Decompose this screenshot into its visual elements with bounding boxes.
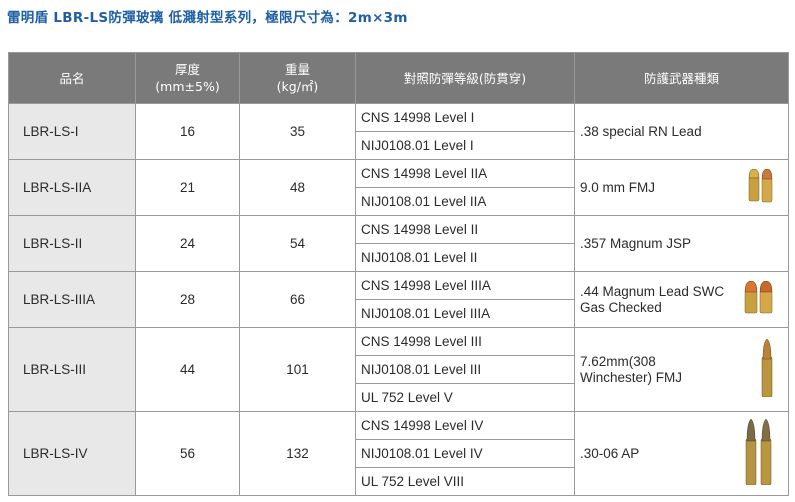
- table-row: LBR-LS-IIIA 28 66 CNS 14998 Level IIIA .44 M…: [8, 271, 789, 328]
- thickness-value: 24: [135, 215, 240, 272]
- table-row: UL 752 Level VIII: [9, 467, 789, 496]
- standard-level: UL 752 Level V: [355, 383, 575, 412]
- standard-level: NIJ0108.01 Level III: [355, 355, 575, 384]
- product-name: LBR-LS-IIA: [8, 159, 136, 216]
- product-name: LBR-LS-IV: [8, 411, 136, 496]
- rifle-cartridge-icon: [760, 338, 774, 401]
- weapon-label: .38 special RN Lead: [580, 123, 702, 139]
- standard-level: NIJ0108.01 Level IIIA: [355, 299, 575, 328]
- standard-level: UL 752 Level VIII: [355, 467, 575, 496]
- header-weight-unit: (kg/㎡): [276, 79, 319, 94]
- weight-value: 54: [239, 215, 356, 272]
- product-name: LBR-LS-I: [8, 103, 136, 160]
- table-row: NIJ0108.01 Level III: [9, 355, 789, 384]
- table-row: LBR-LS-IIA 21 48 CNS 14998 Level IIA 9.0 mm …: [8, 159, 789, 216]
- standard-level: NIJ0108.01 Level IIA: [355, 187, 575, 216]
- header-row: 品名 厚度 (mm±5%) 重量 (kg/㎡) 對照防彈等級(防貫穿) 防護武器…: [8, 52, 789, 104]
- header-thickness-label: 厚度: [174, 62, 200, 77]
- table-row: LBR-LS-I 16 35 CNS 14998 Level I .38 special…: [8, 103, 789, 160]
- table-row: LBR-LS-III 44 101 CNS 14998 Level III 7.62mm…: [8, 327, 789, 412]
- standard-level: CNS 14998 Level II: [355, 215, 575, 244]
- header-name: 品名: [8, 52, 136, 104]
- weapon-label: .44 Magnum Lead SWC Gas Checked: [580, 283, 725, 315]
- table-body: LBR-LS-I 16 35 CNS 14998 Level I .38 special…: [8, 103, 789, 496]
- weight-value: 132: [239, 411, 356, 496]
- thickness-value: 21: [135, 159, 240, 216]
- thickness-value: 16: [135, 103, 240, 160]
- page-title: 雷明盾 LBR-LS防彈玻璃 低濺射型系列，極限尺寸為：2m×3m: [7, 10, 408, 26]
- weapon-cell: .44 Magnum Lead SWC Gas Checked: [574, 271, 789, 328]
- standard-level: NIJ0108.01 Level IV: [355, 439, 575, 468]
- header-thickness: 厚度 (mm±5%): [135, 52, 240, 104]
- weight-value: 35: [239, 103, 356, 160]
- spec-table: 品名 厚度 (mm±5%) 重量 (kg/㎡) 對照防彈等級(防貫穿) 防護武器…: [8, 52, 789, 496]
- table-row: NIJ0108.01 Level I: [9, 131, 789, 160]
- weight-value: 66: [239, 271, 356, 328]
- product-name: LBR-LS-III: [8, 327, 136, 412]
- weapon-cell: .357 Magnum JSP: [574, 215, 789, 272]
- rifle-cartridges-pair-icon: [744, 418, 774, 489]
- header-standard: 對照防彈等級(防貫穿): [355, 52, 575, 104]
- weight-value: 101: [239, 327, 356, 412]
- product-name: LBR-LS-II: [8, 215, 136, 272]
- thickness-value: 44: [135, 327, 240, 412]
- weapon-cell: 7.62mm(308 Winchester) FMJ: [574, 327, 789, 412]
- header-weapon: 防護武器種類: [574, 52, 789, 104]
- thickness-value: 28: [135, 271, 240, 328]
- header-weight-label: 重量: [284, 62, 310, 77]
- weapon-cell: 9.0 mm FMJ: [574, 159, 789, 216]
- standard-level: NIJ0108.01 Level II: [355, 243, 575, 272]
- header-weight: 重量 (kg/㎡): [239, 52, 356, 104]
- table-row: LBR-LS-II 24 54 CNS 14998 Level II .357 Magn…: [8, 215, 789, 272]
- table-row: LBR-LS-IV 56 132 CNS 14998 Level IV .30-06 A…: [8, 411, 789, 496]
- header-thickness-unit: (mm±5%): [155, 79, 220, 94]
- standard-level: CNS 14998 Level III: [355, 327, 575, 356]
- table-row: NIJ0108.01 Level IIIA: [9, 299, 789, 328]
- table-row: UL 752 Level V: [9, 383, 789, 412]
- table-row: NIJ0108.01 Level IV: [9, 439, 789, 468]
- thickness-value: 56: [135, 411, 240, 496]
- standard-level: CNS 14998 Level IV: [355, 411, 575, 440]
- product-name: LBR-LS-IIIA: [8, 271, 136, 328]
- standard-level: CNS 14998 Level I: [355, 103, 575, 132]
- weapon-label: 7.62mm(308 Winchester) FMJ: [580, 353, 683, 385]
- weapon-cell: .38 special RN Lead: [574, 103, 789, 160]
- weapon-label: 9.0 mm FMJ: [580, 179, 656, 195]
- weapon-cell: .30-06 AP: [574, 411, 789, 496]
- standard-level: CNS 14998 Level IIA: [355, 159, 575, 188]
- standard-level: CNS 14998 Level IIIA: [355, 271, 575, 300]
- weapon-label: .357 Magnum JSP: [580, 235, 692, 251]
- weapon-label: .30-06 AP: [580, 445, 640, 461]
- weight-value: 48: [239, 159, 356, 216]
- table-row: NIJ0108.01 Level IIA: [9, 187, 789, 216]
- bullet-44-magnum-icon: [744, 280, 774, 319]
- bullet-9mm-icon: [748, 168, 774, 207]
- standard-level: NIJ0108.01 Level I: [355, 131, 575, 160]
